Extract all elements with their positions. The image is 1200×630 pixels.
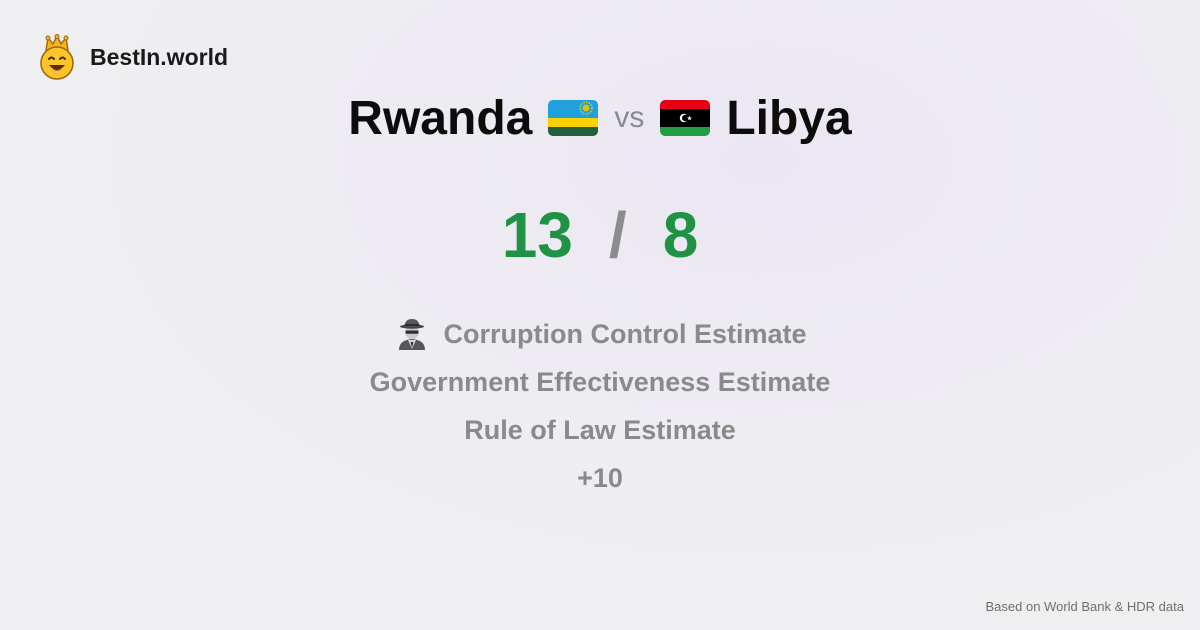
left-country-name: Rwanda (348, 91, 533, 145)
metrics-list: Corruption Control Estimate Government E… (0, 310, 1200, 502)
comparison-title: Rwanda vs Libya (0, 88, 1200, 148)
metric-item: Corruption Control Estimate (394, 310, 807, 358)
rwanda-flag-icon (548, 100, 599, 136)
metric-item: Government Effectiveness Estimate (370, 358, 831, 406)
metric-label: Government Effectiveness Estimate (369, 366, 831, 397)
metric-label: +10 (577, 462, 623, 493)
left-score: 13 (501, 199, 573, 271)
score-separator: / (608, 199, 627, 271)
libya-flag-icon (660, 100, 711, 136)
metric-label: Corruption Control Estimate (443, 318, 807, 349)
smiling-face-with-crown-icon (40, 34, 74, 80)
metric-label: Rule of Law Estimate (464, 414, 736, 445)
score: 13 / 8 (0, 195, 1200, 275)
brand-name: BestIn.world (90, 43, 229, 70)
vs-label: vs (614, 101, 645, 134)
more-metrics-count: +10 (577, 454, 623, 502)
data-source-note: Based on World Bank & HDR data (985, 599, 1184, 614)
brand[interactable]: BestIn.world (38, 34, 228, 80)
metric-item: Rule of Law Estimate (464, 406, 736, 454)
right-score: 8 (662, 199, 699, 271)
right-country-name: Libya (726, 91, 852, 145)
detective-icon (398, 319, 425, 350)
